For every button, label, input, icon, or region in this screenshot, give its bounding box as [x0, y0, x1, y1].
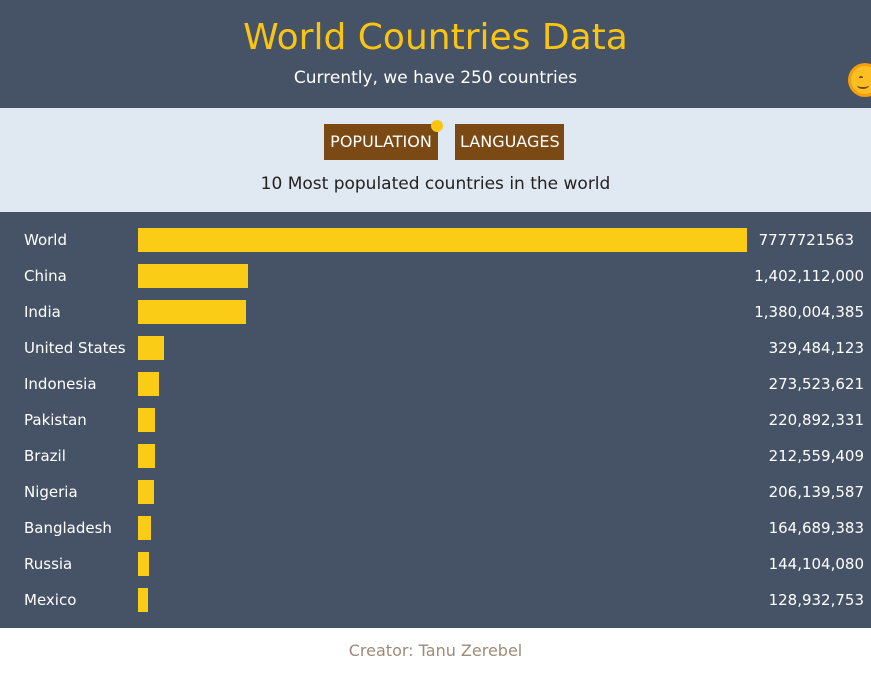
- chart-row: World 7777721563: [0, 222, 871, 258]
- population-bar: [138, 300, 246, 324]
- active-indicator-dot: [431, 120, 443, 132]
- chart-row: China 1,402,112,000: [0, 258, 871, 294]
- population-bar: [138, 264, 248, 288]
- country-label: Nigeria: [24, 483, 78, 501]
- header: World Countries Data Currently, we have …: [0, 0, 871, 108]
- population-bar: [138, 480, 154, 504]
- population-value: 206,139,587: [768, 483, 864, 501]
- population-bar: [138, 372, 159, 396]
- country-label: World: [24, 231, 67, 249]
- country-label: United States: [24, 339, 126, 357]
- chart-row: United States 329,484,123: [0, 330, 871, 366]
- chart-row: Mexico 128,932,753: [0, 582, 871, 618]
- country-label: India: [24, 303, 61, 321]
- population-bar: [138, 516, 151, 540]
- country-label: Pakistan: [24, 411, 87, 429]
- population-bar: [138, 228, 747, 252]
- population-value: 1,380,004,385: [754, 303, 864, 321]
- population-value: 212,559,409: [768, 447, 864, 465]
- population-value: 7777721563: [758, 231, 854, 249]
- sun-icon[interactable]: [851, 66, 871, 94]
- population-value: 144,104,080: [768, 555, 864, 573]
- country-label: Brazil: [24, 447, 66, 465]
- country-label: Mexico: [24, 591, 77, 609]
- population-value: 329,484,123: [768, 339, 864, 357]
- population-value: 220,892,331: [768, 411, 864, 429]
- population-value: 273,523,621: [768, 375, 864, 393]
- chart-row: Indonesia 273,523,621: [0, 366, 871, 402]
- population-bar: [138, 336, 164, 360]
- country-label: China: [24, 267, 67, 285]
- population-bar: [138, 552, 149, 576]
- population-value: 128,932,753: [768, 591, 864, 609]
- chart-row: Russia 144,104,080: [0, 546, 871, 582]
- languages-button[interactable]: LANGUAGES: [455, 124, 564, 160]
- country-label: Indonesia: [24, 375, 97, 393]
- chart-row: Brazil 212,559,409: [0, 438, 871, 474]
- population-chart: World 7777721563 China 1,402,112,000 India 1,…: [0, 212, 871, 628]
- page-subtitle: Currently, we have 250 countries: [293, 68, 578, 88]
- population-button[interactable]: POPULATION: [324, 124, 438, 160]
- population-bar: [138, 588, 148, 612]
- population-bar: [138, 444, 155, 468]
- page-title: World Countries Data: [243, 17, 628, 58]
- population-value: 164,689,383: [768, 519, 864, 537]
- chart-row: India 1,380,004,385: [0, 294, 871, 330]
- controls-panel: POPULATION LANGUAGES 10 Most populated c…: [0, 108, 871, 212]
- chart-caption: 10 Most populated countries in the world: [260, 174, 611, 194]
- population-bar: [138, 408, 155, 432]
- footer-credit: Creator: Tanu Zerebel: [348, 641, 523, 660]
- chart-row: Bangladesh 164,689,383: [0, 510, 871, 546]
- population-value: 1,402,112,000: [754, 267, 864, 285]
- chart-row: Nigeria 206,139,587: [0, 474, 871, 510]
- chart-row: Pakistan 220,892,331: [0, 402, 871, 438]
- country-label: Russia: [24, 555, 73, 573]
- country-label: Bangladesh: [24, 519, 112, 537]
